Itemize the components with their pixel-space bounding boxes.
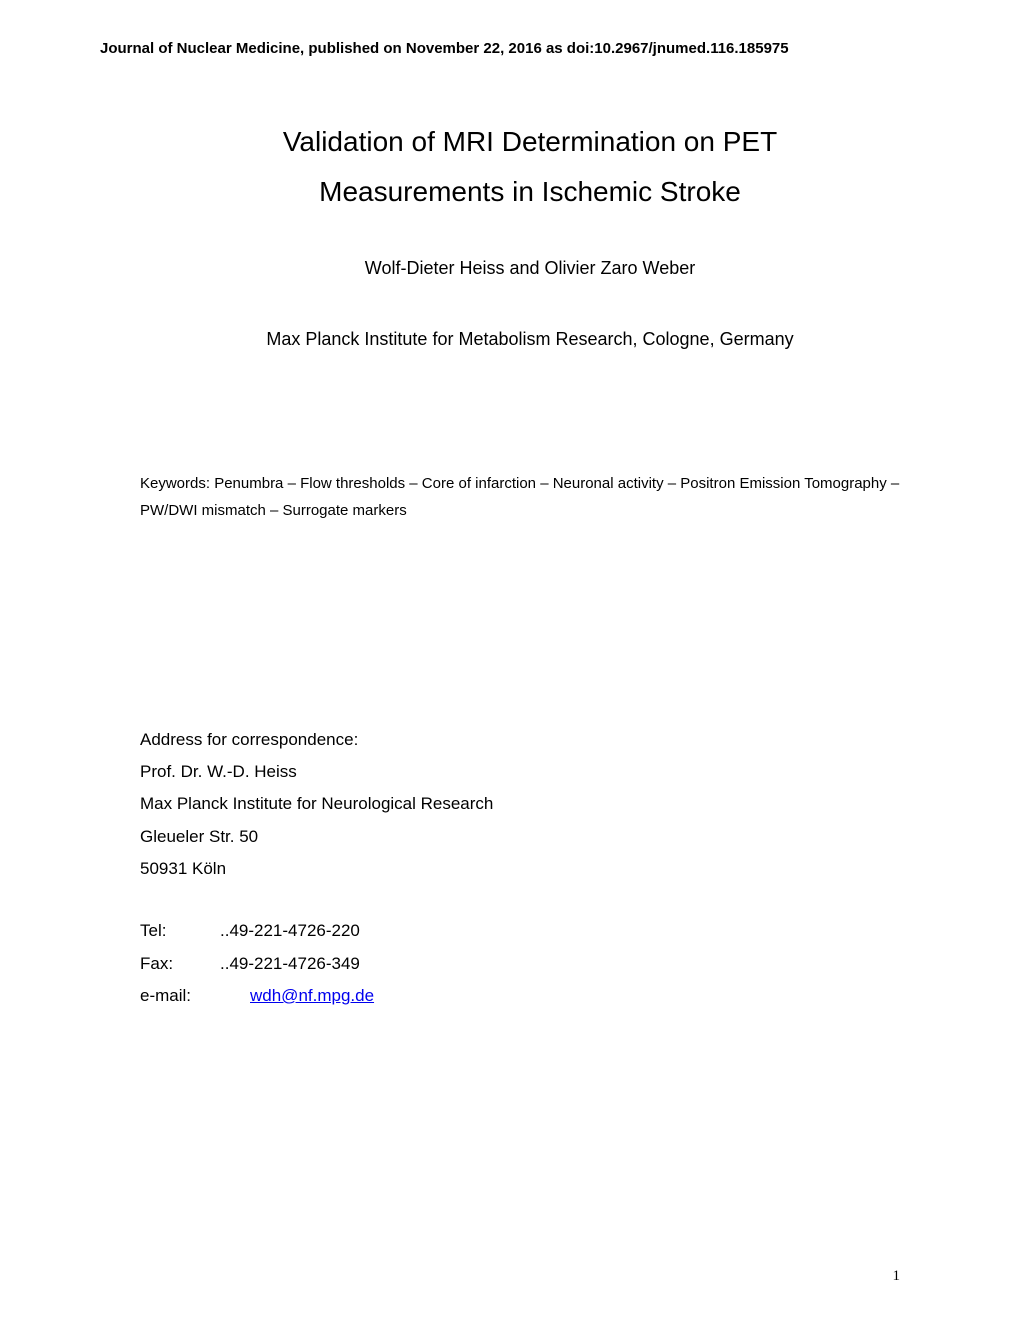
- journal-header-notice: Journal of Nuclear Medicine, published o…: [100, 40, 920, 57]
- page-number: 1: [893, 1268, 901, 1285]
- email-label: e-mail:: [140, 980, 250, 1012]
- email-link[interactable]: wdh@nf.mpg.de: [250, 980, 374, 1012]
- fax-value: ..49-221-4726-349: [220, 948, 360, 980]
- tel-value: ..49-221-4726-220: [220, 915, 360, 947]
- paper-title: Validation of MRI Determination on PET M…: [140, 117, 920, 218]
- correspondence-city: 50931 Köln: [140, 853, 920, 885]
- affiliation: Max Planck Institute for Metabolism Rese…: [140, 329, 920, 350]
- correspondence-heading: Address for correspondence:: [140, 724, 920, 756]
- fax-label: Fax:: [140, 948, 220, 980]
- correspondence-name: Prof. Dr. W.-D. Heiss: [140, 756, 920, 788]
- authors: Wolf-Dieter Heiss and Olivier Zaro Weber: [140, 258, 920, 279]
- keywords: Keywords: Penumbra – Flow thresholds – C…: [140, 470, 920, 524]
- tel-label: Tel:: [140, 915, 220, 947]
- correspondence-institute: Max Planck Institute for Neurological Re…: [140, 788, 920, 820]
- title-line-1: Validation of MRI Determination on PET: [283, 126, 777, 157]
- correspondence-street: Gleueler Str. 50: [140, 821, 920, 853]
- fax-row: Fax: ..49-221-4726-349: [140, 948, 920, 980]
- title-line-2: Measurements in Ischemic Stroke: [319, 176, 741, 207]
- tel-row: Tel: ..49-221-4726-220: [140, 915, 920, 947]
- email-row: e-mail: wdh@nf.mpg.de: [140, 980, 920, 1012]
- correspondence-section: Address for correspondence: Prof. Dr. W.…: [140, 724, 920, 1012]
